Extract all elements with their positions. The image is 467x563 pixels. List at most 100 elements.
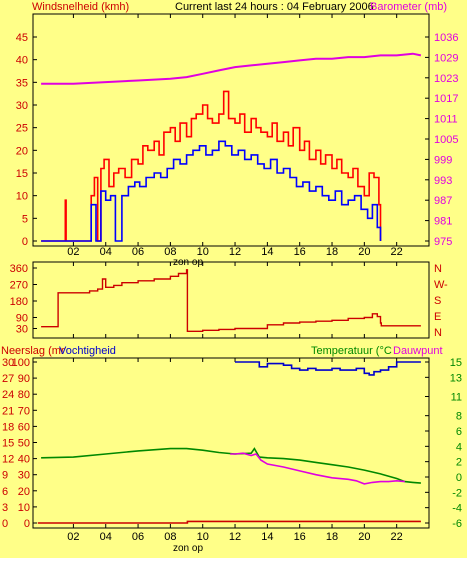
humidity-tick-label: 50 (18, 438, 30, 450)
wind-gust-series (41, 90, 382, 242)
humidity-tick-label: 60 (18, 421, 30, 433)
x-tick-label: 10 (197, 531, 209, 543)
y-tick-label-right: 1029 (434, 52, 458, 64)
y-tick-label-right: -4 (452, 503, 462, 515)
humidity-tick-label: 0 (24, 518, 30, 530)
y-tick-label-right: 1023 (434, 73, 458, 85)
y-tick-label-right: 999 (434, 154, 452, 166)
barometer-series (41, 52, 422, 85)
x-tick-label: 20 (358, 531, 370, 543)
wind-speed-axis-title: Windsnelheid (kmh) (32, 1, 129, 13)
y-tick-label-left: 10 (16, 191, 28, 203)
y-tick-label-left: 360 (10, 263, 28, 275)
top-panel-frame (32, 13, 430, 247)
temperature-series (41, 447, 421, 484)
x-tick-label: 12 (229, 531, 241, 543)
wind-direction-series (41, 269, 421, 332)
y-tick-label-right: 1017 (434, 93, 458, 105)
rain-tick-label: 21 (2, 405, 14, 417)
y-tick-label-right: 987 (434, 195, 452, 207)
x-tick-label: 06 (132, 531, 144, 543)
y-tick-label-right: -2 (452, 487, 462, 499)
compass-dot: - (444, 279, 448, 291)
y-tick-label-left: 90 (16, 313, 28, 325)
x-tick-label: 08 (164, 531, 176, 543)
humidity-tick-label: 80 (18, 389, 30, 401)
humidity-tick-label: 20 (18, 486, 30, 498)
y-tick-label-right: 0 (456, 472, 462, 484)
compass-label: N (434, 327, 442, 339)
rain-tick-label: 0 (2, 518, 8, 530)
y-tick-label-right: 4 (456, 441, 462, 453)
x-tick-label: 08 (164, 246, 176, 258)
rain-tick-label: 30 (2, 357, 14, 369)
rain-axis-title: Neerslag (mr (1, 345, 65, 357)
wind-average-series (41, 140, 382, 242)
x-tick-label: 16 (294, 531, 306, 543)
y-tick-label-right: 993 (434, 175, 452, 187)
y-tick-label-left: 40 (16, 55, 28, 67)
x-tick-label: 20 (358, 246, 370, 258)
x-tick-label: 22 (391, 246, 403, 258)
y-tick-label-left: 35 (16, 77, 28, 89)
humidity-axis-title: Vochtigheid (59, 345, 116, 357)
barometer-axis-title: Barometer (mb) (370, 1, 447, 13)
humidity-series (235, 361, 421, 376)
x-tick-label: 02 (67, 246, 79, 258)
x-tick-label: 12 (229, 246, 241, 258)
rain-tick-label: 27 (2, 373, 14, 385)
y-tick-label-left: 20 (16, 145, 28, 157)
rain-tick-label: 12 (2, 454, 14, 466)
dewpoint-axis-title: Dauwpunt (393, 345, 443, 357)
x-tick-label: 06 (132, 246, 144, 258)
y-tick-label-left: 0 (22, 236, 28, 248)
x-tick-label: 02 (67, 531, 79, 543)
y-tick-label-right: 1011 (434, 114, 458, 126)
x-tick-label: 04 (100, 246, 112, 258)
dewpoint-series (230, 452, 405, 485)
sunrise-label-bottom: zon op (173, 543, 203, 554)
y-tick-label-left: 180 (10, 296, 28, 308)
y-tick-label-left: 30 (16, 100, 28, 112)
y-tick-label-left: 45 (16, 32, 28, 44)
rain-series (37, 520, 421, 524)
y-tick-label-left: 15 (16, 168, 28, 180)
rain-tick-label: 18 (2, 421, 14, 433)
y-tick-label-left: 30 (16, 324, 28, 336)
chart-title: Current last 24 hours : 04 February 2006 (175, 1, 374, 13)
y-tick-label-right: 6 (456, 426, 462, 438)
y-tick-label-left: 25 (16, 123, 28, 135)
y-tick-label-left: 5 (22, 213, 28, 225)
rain-tick-label: 24 (2, 389, 14, 401)
y-tick-label-right: 8 (456, 411, 462, 423)
temperature-axis-title: Temperatuur (°C (311, 345, 392, 357)
x-tick-label: 18 (326, 531, 338, 543)
y-tick-label-right: 15 (450, 357, 462, 369)
y-tick-label-right: 1005 (434, 134, 458, 146)
y-tick-label-right: 13 (450, 372, 462, 384)
y-tick-label-right: 981 (434, 216, 452, 228)
humidity-tick-label: 70 (18, 405, 30, 417)
y-tick-label-right: 2 (456, 457, 462, 469)
x-tick-label: 14 (261, 531, 273, 543)
rain-tick-label: 9 (2, 470, 8, 482)
rain-tick-label: 3 (2, 502, 8, 514)
y-tick-label-right: -6 (452, 518, 462, 530)
x-tick-label: 04 (100, 531, 112, 543)
sunrise-label-top: zon op (173, 257, 203, 268)
x-tick-label: 10 (197, 246, 209, 258)
middle-panel-frame (32, 261, 430, 339)
x-tick-label: 16 (294, 246, 306, 258)
humidity-tick-label: 40 (18, 454, 30, 466)
x-tick-label: 14 (261, 246, 273, 258)
rain-tick-label: 15 (2, 438, 14, 450)
humidity-tick-label: 10 (18, 502, 30, 514)
humidity-tick-label: 100 (12, 357, 30, 369)
top-panel: 0510152025303540459759819879939991005101… (16, 14, 458, 258)
y-tick-label-left: 270 (10, 280, 28, 292)
x-tick-label: 18 (326, 246, 338, 258)
